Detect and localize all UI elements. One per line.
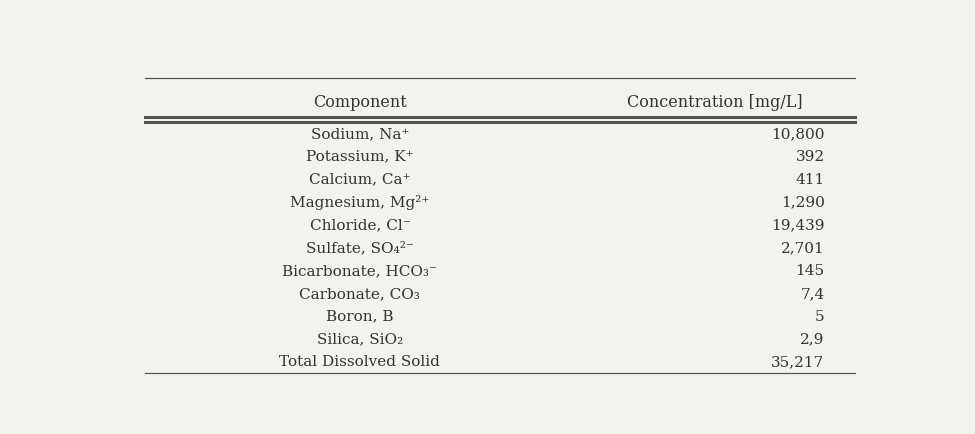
Text: 19,439: 19,439	[771, 218, 825, 232]
Text: Calcium, Ca⁺: Calcium, Ca⁺	[309, 172, 410, 186]
Text: 411: 411	[796, 172, 825, 186]
Text: Concentration [mg/L]: Concentration [mg/L]	[627, 94, 802, 111]
Text: Boron, B: Boron, B	[327, 309, 394, 323]
Text: Silica, SiO₂: Silica, SiO₂	[317, 332, 403, 346]
Text: Carbonate, CO₃: Carbonate, CO₃	[299, 286, 420, 300]
Text: Total Dissolved Solid: Total Dissolved Solid	[280, 355, 441, 368]
Text: 1,290: 1,290	[781, 195, 825, 209]
Text: Magnesium, Mg²⁺: Magnesium, Mg²⁺	[291, 194, 430, 210]
Text: Sodium, Na⁺: Sodium, Na⁺	[311, 127, 409, 141]
Text: 7,4: 7,4	[800, 286, 825, 300]
Text: 2,701: 2,701	[781, 240, 825, 255]
Text: 392: 392	[796, 149, 825, 164]
Text: Component: Component	[313, 94, 407, 111]
Text: Potassium, K⁺: Potassium, K⁺	[306, 149, 413, 164]
Text: 145: 145	[796, 263, 825, 277]
Text: 35,217: 35,217	[771, 355, 825, 368]
Text: Chloride, Cl⁻: Chloride, Cl⁻	[309, 218, 410, 232]
Text: 5: 5	[815, 309, 825, 323]
Text: 10,800: 10,800	[771, 127, 825, 141]
Text: Bicarbonate, HCO₃⁻: Bicarbonate, HCO₃⁻	[283, 263, 438, 277]
Text: Sulfate, SO₄²⁻: Sulfate, SO₄²⁻	[306, 240, 413, 255]
Text: 2,9: 2,9	[800, 332, 825, 346]
